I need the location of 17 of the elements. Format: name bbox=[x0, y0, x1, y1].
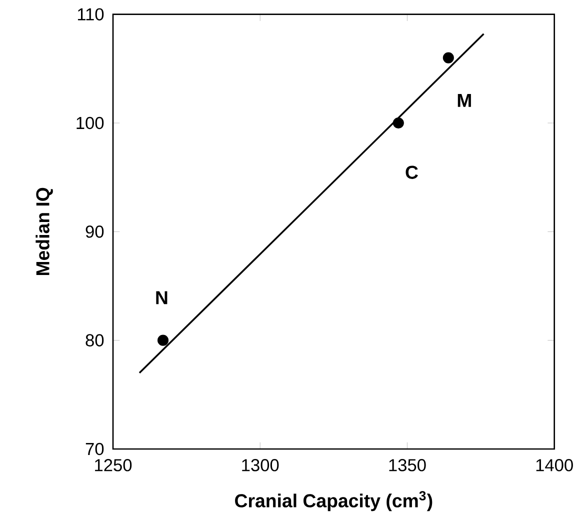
point bbox=[157, 334, 169, 346]
y-tick-label: 100 bbox=[76, 116, 104, 130]
y-tick-label: 110 bbox=[78, 8, 104, 20]
x-tick-label: 1300 bbox=[242, 459, 279, 472]
x-tick-label: 1400 bbox=[536, 459, 573, 472]
y-axis-title: Median IQ bbox=[36, 188, 53, 275]
annotation: N bbox=[156, 291, 168, 304]
x-tick-label: 1250 bbox=[95, 459, 132, 472]
point bbox=[392, 117, 404, 129]
annotation: M bbox=[458, 94, 471, 107]
x-tick-label: 1350 bbox=[389, 459, 426, 472]
x-axis-title: Cranial Capacity (cm$^{3}$) bbox=[235, 491, 432, 512]
y-tick-label: 90 bbox=[86, 226, 104, 238]
annotation: C bbox=[406, 166, 418, 179]
y-tick-label: 80 bbox=[86, 334, 104, 346]
point bbox=[442, 52, 454, 64]
y-tick-label: 70 bbox=[86, 442, 104, 456]
